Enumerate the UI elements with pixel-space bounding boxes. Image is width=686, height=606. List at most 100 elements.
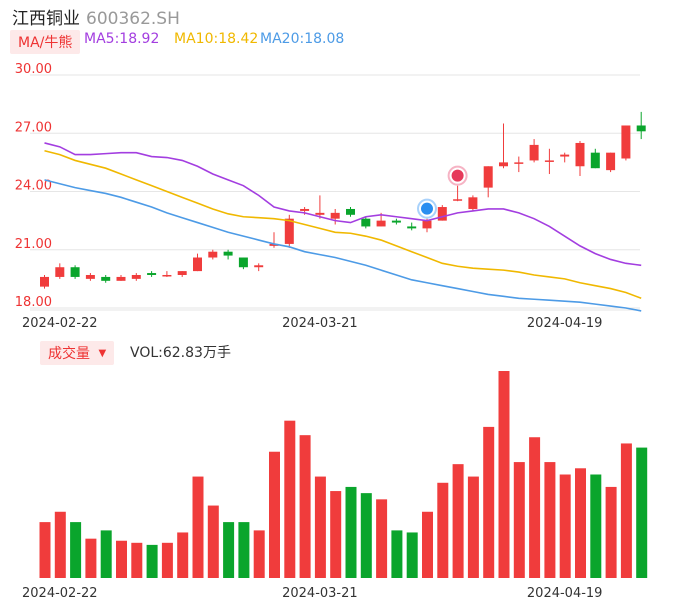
volume-bar bbox=[483, 426, 495, 578]
candle-body bbox=[223, 251, 233, 256]
stock-code: 600362.SH bbox=[86, 9, 180, 29]
candle-body bbox=[269, 243, 279, 246]
ma20-line bbox=[44, 179, 642, 312]
ma5-line bbox=[44, 142, 642, 267]
candle-body bbox=[254, 265, 264, 268]
volume-bar bbox=[192, 476, 204, 578]
candle-body bbox=[85, 274, 95, 279]
volume-bar bbox=[406, 532, 418, 578]
candle-body bbox=[514, 162, 524, 164]
candle-body bbox=[177, 271, 187, 275]
candle-body bbox=[208, 251, 218, 258]
volume-bar bbox=[498, 371, 510, 578]
candle-body bbox=[453, 199, 463, 201]
volume-bar bbox=[54, 511, 66, 578]
candle-body bbox=[131, 274, 141, 279]
candle-body bbox=[70, 267, 80, 277]
candle-body bbox=[636, 125, 646, 132]
x-tick-label: 2024-03-21 bbox=[282, 316, 358, 331]
volume-bar bbox=[70, 522, 82, 578]
candle-body bbox=[193, 257, 202, 272]
candle-body bbox=[300, 208, 310, 211]
y-tick-label: 24.00 bbox=[15, 179, 52, 194]
volume-bar bbox=[161, 542, 173, 578]
volume-bar bbox=[590, 474, 602, 578]
volume-bar bbox=[253, 530, 265, 578]
volume-bar bbox=[223, 522, 235, 578]
volume-x-tick-label: 2024-02-22 bbox=[22, 586, 98, 601]
candle-body bbox=[361, 218, 371, 227]
candle-body bbox=[590, 152, 600, 169]
volume-x-tick-label: 2024-03-21 bbox=[282, 586, 358, 601]
blue-badge-icon bbox=[421, 202, 433, 215]
candle-body bbox=[330, 212, 340, 219]
candle-body bbox=[315, 212, 325, 215]
candle-body bbox=[544, 160, 554, 162]
y-tick-label: 21.00 bbox=[15, 237, 52, 252]
volume-bar bbox=[314, 476, 326, 578]
candle-body bbox=[147, 273, 157, 275]
candle-body bbox=[437, 207, 447, 221]
volume-bar bbox=[238, 522, 250, 578]
volume-tag-label: 成交量 bbox=[48, 346, 90, 362]
ma5-legend: MA5:18.92 bbox=[84, 31, 160, 47]
volume-bar bbox=[360, 493, 372, 578]
candle-body bbox=[346, 208, 355, 215]
volume-bar bbox=[85, 538, 97, 578]
x-tick-label: 2024-02-22 bbox=[22, 316, 98, 331]
volume-bar bbox=[529, 437, 541, 578]
candle-body bbox=[560, 154, 570, 157]
volume-bar bbox=[605, 486, 617, 578]
candle-body bbox=[606, 152, 616, 171]
candle-body bbox=[407, 226, 417, 229]
volume-bar bbox=[284, 420, 296, 578]
volume-bar bbox=[100, 530, 112, 578]
candle-body bbox=[483, 166, 493, 188]
volume-bar bbox=[146, 544, 158, 578]
ma20-legend: MA20:18.08 bbox=[260, 31, 345, 47]
volume-bar bbox=[330, 491, 342, 578]
volume-bar bbox=[513, 462, 525, 578]
volume-bar bbox=[131, 542, 143, 578]
candle-body bbox=[116, 276, 126, 281]
y-tick-label: 18.00 bbox=[15, 295, 52, 310]
volume-bar bbox=[299, 435, 311, 578]
candle-body bbox=[162, 274, 172, 277]
volume-bar bbox=[207, 505, 219, 578]
volume-bar bbox=[575, 468, 586, 578]
x-tick-label: 2024-04-19 bbox=[527, 316, 603, 331]
volume-bar bbox=[620, 443, 632, 578]
candle-body bbox=[376, 220, 386, 227]
volume-bar bbox=[116, 540, 127, 578]
candle-body bbox=[55, 267, 65, 277]
volume-x-tick-label: 2024-04-19 bbox=[527, 586, 603, 601]
candle-body bbox=[101, 276, 111, 281]
candle-body bbox=[284, 218, 294, 244]
ma-bull-bear-tab[interactable]: MA/牛熊 bbox=[10, 30, 81, 54]
candle-body bbox=[529, 144, 539, 161]
volume-bar bbox=[636, 447, 648, 578]
volume-bar bbox=[391, 530, 403, 578]
volume-bar bbox=[269, 451, 280, 578]
candle-body bbox=[499, 162, 508, 167]
volume-value: VOL:62.83万手 bbox=[130, 345, 231, 361]
candle-body bbox=[422, 220, 432, 229]
volume-bar bbox=[177, 532, 189, 578]
volume-bar bbox=[376, 499, 388, 578]
volume-bar bbox=[467, 476, 479, 578]
volume-indicator-dropdown[interactable]: 成交量 ▼ bbox=[40, 341, 115, 365]
stock-header: 江西铜业 600362.SH bbox=[12, 4, 180, 29]
candle-body bbox=[391, 220, 401, 223]
candle-body bbox=[575, 142, 585, 167]
stock-name: 江西铜业 bbox=[12, 9, 80, 29]
red-badge-icon bbox=[451, 169, 464, 182]
ma10-legend: MA10:18.42 bbox=[174, 31, 259, 47]
volume-bar bbox=[452, 464, 464, 578]
volume-bar bbox=[437, 482, 449, 578]
volume-bar bbox=[345, 486, 357, 578]
candle-body bbox=[40, 276, 49, 287]
volume-bar bbox=[544, 462, 556, 578]
ma10-line bbox=[44, 149, 642, 300]
volume-bar bbox=[559, 474, 571, 578]
